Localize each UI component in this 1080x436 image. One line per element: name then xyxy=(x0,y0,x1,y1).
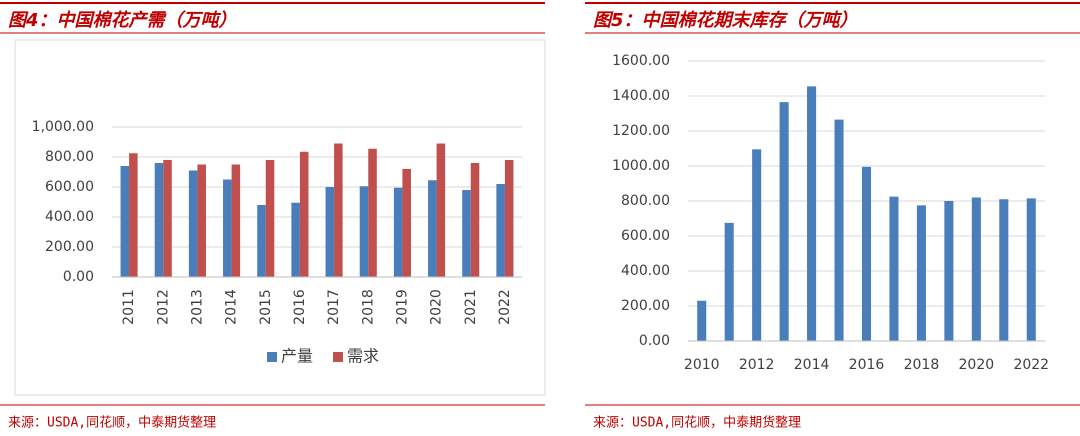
bar xyxy=(197,164,206,277)
bar xyxy=(496,184,505,277)
bar xyxy=(470,163,480,277)
y-tick-label: 0.00 xyxy=(639,333,670,349)
bar xyxy=(779,102,789,341)
y-tick-label: 1400.00 xyxy=(612,88,670,104)
bar xyxy=(223,179,232,277)
bar xyxy=(436,143,446,277)
bar xyxy=(752,149,762,341)
bar xyxy=(231,164,241,277)
y-tick-label: 200.00 xyxy=(621,298,670,314)
x-tick-label: 2019 xyxy=(394,289,410,325)
x-tick-label: 2018 xyxy=(904,357,940,373)
y-tick-label: 400.00 xyxy=(621,263,670,279)
x-tick-label: 2022 xyxy=(497,289,513,325)
bar xyxy=(291,202,300,277)
bar xyxy=(428,180,437,277)
y-tick-label: 1200.00 xyxy=(612,123,670,139)
bar xyxy=(163,160,172,277)
y-tick-label: 800.00 xyxy=(621,193,670,209)
legend-swatch xyxy=(267,352,277,362)
bar xyxy=(393,187,403,277)
bar xyxy=(129,153,138,277)
x-tick-label: 2022 xyxy=(1013,357,1049,373)
x-tick-label: 2020 xyxy=(429,289,445,325)
x-tick-label: 2011 xyxy=(121,289,137,325)
bar xyxy=(697,300,707,341)
bar xyxy=(154,163,164,277)
bar xyxy=(916,205,926,341)
bar xyxy=(334,143,343,277)
y-tick-label: 1000.00 xyxy=(612,158,670,174)
bar xyxy=(944,201,954,341)
x-tick-label: 2014 xyxy=(794,357,830,373)
y-tick-label: 400.00 xyxy=(45,209,94,225)
bar xyxy=(299,151,309,277)
y-tick-label: 600.00 xyxy=(45,179,94,195)
x-tick-label: 2016 xyxy=(292,289,308,325)
bar xyxy=(834,119,844,341)
y-tick-label: 1600.00 xyxy=(612,53,670,69)
y-tick-label: 200.00 xyxy=(45,239,94,255)
bar xyxy=(265,160,275,277)
bar xyxy=(257,205,266,277)
x-tick-label: 2020 xyxy=(959,357,995,373)
bar xyxy=(861,166,872,341)
x-tick-label: 2016 xyxy=(849,357,885,373)
legend-label: 需求 xyxy=(347,347,379,366)
x-tick-label: 2015 xyxy=(258,289,274,325)
x-tick-label: 2012 xyxy=(155,289,171,325)
x-tick-label: 2010 xyxy=(684,357,720,373)
y-tick-label: 600.00 xyxy=(621,228,670,244)
bar xyxy=(971,197,981,341)
bar xyxy=(368,148,377,277)
chart-frame xyxy=(14,39,546,396)
y-tick-label: 1,000.00 xyxy=(32,119,94,135)
x-tick-label: 2018 xyxy=(360,289,376,325)
source: 来源：USDA,同花顺，中泰期货整理 xyxy=(8,415,216,431)
bar xyxy=(402,169,411,277)
bar xyxy=(807,86,817,341)
bar xyxy=(1026,198,1036,341)
x-tick-label: 2013 xyxy=(189,289,205,325)
bar xyxy=(462,190,471,277)
bar xyxy=(325,187,335,277)
source: 来源：USDA,同花顺，中泰期货整理 xyxy=(593,415,801,431)
x-tick-label: 2012 xyxy=(739,357,775,373)
x-tick-label: 2014 xyxy=(224,289,240,325)
x-tick-label: 2017 xyxy=(326,289,342,325)
bar xyxy=(359,186,369,277)
y-tick-label: 800.00 xyxy=(45,149,94,165)
chart-title: 图5：中国棉花期末库存（万吨） xyxy=(593,10,858,31)
bar xyxy=(889,196,899,341)
x-tick-label: 2021 xyxy=(463,289,479,325)
y-tick-label: 0.00 xyxy=(63,269,94,285)
legend-label: 产量 xyxy=(281,347,313,366)
chart-title: 图4：中国棉花产需（万吨） xyxy=(8,10,237,31)
bar xyxy=(188,170,198,277)
bar xyxy=(120,166,130,277)
legend-swatch xyxy=(333,352,343,362)
bar xyxy=(504,160,514,277)
bar xyxy=(999,199,1009,341)
bar xyxy=(724,222,734,341)
